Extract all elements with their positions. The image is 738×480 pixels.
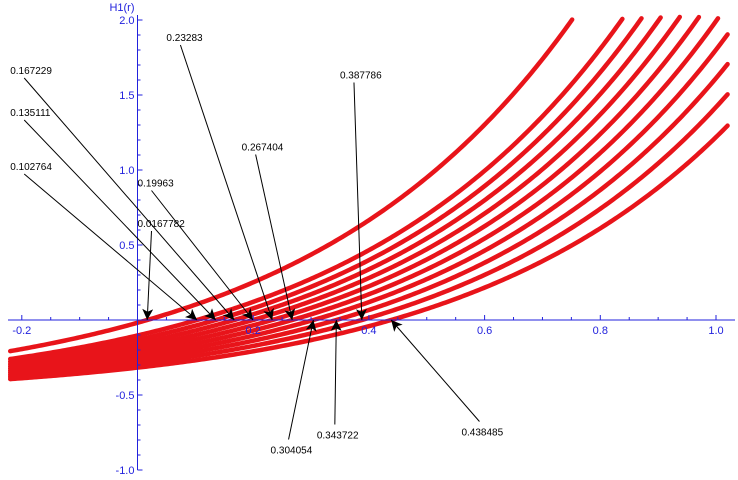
y-tick-label: -1.0 xyxy=(116,465,135,477)
annotation-arrow xyxy=(142,230,154,321)
x-tick-label: 0.2 xyxy=(246,325,261,337)
annotation-arrow xyxy=(255,154,296,321)
y-tick-label: 1.0 xyxy=(119,165,134,177)
annotation-arrow xyxy=(390,319,480,422)
curve-2 xyxy=(7,16,625,362)
x-tick-label: 0.6 xyxy=(477,325,492,337)
annotation-label: 0.135111 xyxy=(10,108,51,119)
y-tick-label: 0.5 xyxy=(119,240,134,252)
y-tick-label: 1.5 xyxy=(119,90,134,102)
annotation-arrow xyxy=(288,319,317,440)
annotation-label: 0.267404 xyxy=(242,143,284,154)
annotation-label: 0.438485 xyxy=(461,428,503,439)
annotation-arrow xyxy=(23,119,217,321)
annotation-arrow xyxy=(353,82,367,321)
annotation-arrow xyxy=(23,173,198,321)
curve-1 xyxy=(7,17,575,354)
annotation-arrow xyxy=(151,190,254,321)
x-tick-label: 0.8 xyxy=(593,325,608,337)
annotation-arrow xyxy=(23,77,235,321)
curve-8 xyxy=(7,32,730,375)
curve-5 xyxy=(7,14,682,369)
x-tick-label: -0.2 xyxy=(12,325,31,337)
annotation-arrow xyxy=(179,44,274,321)
curve-6 xyxy=(7,14,702,371)
curve-3 xyxy=(7,16,644,364)
annotations-layer: 0.0167782 0.102764 0.135111 0.167229 0.19963… xyxy=(10,33,503,457)
annotation-label: 0.167229 xyxy=(10,66,52,77)
x-tick-label: 1.0 xyxy=(708,325,723,337)
annotation-label: 0.0167782 xyxy=(138,219,186,230)
annotation-label: 0.19963 xyxy=(138,179,175,190)
y-axis-title: H1(r) xyxy=(109,2,134,14)
curves-layer xyxy=(7,14,730,382)
x-tick-label: 0.4 xyxy=(361,325,376,337)
y-tick-label: 2.0 xyxy=(119,15,134,27)
annotation-label: 0.387786 xyxy=(340,71,382,82)
annotation-label: 0.23283 xyxy=(166,33,203,44)
curve-9 xyxy=(7,61,730,378)
annotation-arrow xyxy=(330,319,342,425)
y-tick-label: -0.5 xyxy=(116,390,135,402)
curve-7 xyxy=(7,16,721,373)
annotation-label: 0.102764 xyxy=(10,162,52,173)
curve-4 xyxy=(7,15,663,367)
annotation-label: 0.304054 xyxy=(271,446,313,457)
axes-layer: -0.2 0.2 0.4 0.6 0.8 1.0 -1.0 -0.5 0.5 1.0 1.5 2.0H… xyxy=(8,2,735,477)
annotation-label: 0.343722 xyxy=(317,431,359,442)
curve-11 xyxy=(7,123,730,382)
